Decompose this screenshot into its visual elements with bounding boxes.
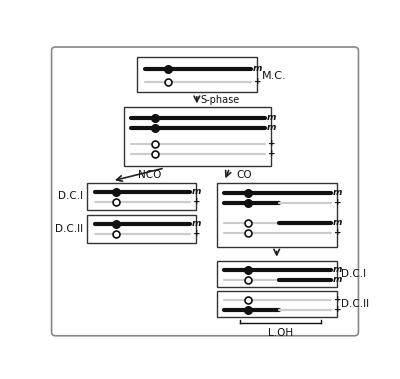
Bar bbox=[87, 215, 196, 243]
Bar bbox=[137, 57, 257, 92]
Text: m: m bbox=[267, 123, 276, 132]
Text: +: + bbox=[192, 197, 199, 206]
Text: +: + bbox=[333, 295, 340, 304]
Text: +: + bbox=[333, 305, 340, 314]
Text: +: + bbox=[333, 228, 340, 237]
Text: NCO: NCO bbox=[138, 170, 162, 180]
Text: m: m bbox=[333, 218, 342, 227]
Text: m: m bbox=[192, 187, 201, 196]
Text: +: + bbox=[192, 229, 199, 238]
Text: L.OH: L.OH bbox=[268, 328, 293, 338]
Text: m: m bbox=[192, 219, 201, 228]
Bar bbox=[124, 107, 271, 166]
Text: S-phase: S-phase bbox=[201, 95, 240, 105]
Text: M.C.: M.C. bbox=[262, 70, 287, 80]
Text: D.C.I: D.C.I bbox=[58, 191, 83, 201]
Bar bbox=[87, 183, 196, 210]
Text: +: + bbox=[267, 139, 274, 148]
Text: CO: CO bbox=[236, 170, 252, 180]
Bar bbox=[217, 183, 337, 247]
Text: m: m bbox=[333, 275, 342, 283]
Text: +: + bbox=[333, 198, 340, 207]
Text: D.C.I: D.C.I bbox=[341, 269, 366, 279]
Text: m: m bbox=[333, 188, 342, 197]
Text: D.C.II: D.C.II bbox=[341, 299, 369, 309]
Text: m: m bbox=[333, 265, 342, 274]
Text: +: + bbox=[253, 77, 260, 86]
Text: D.C.II: D.C.II bbox=[55, 224, 83, 234]
Text: m: m bbox=[253, 64, 262, 73]
Text: +: + bbox=[267, 149, 274, 158]
Bar bbox=[217, 291, 337, 317]
Bar bbox=[217, 261, 337, 287]
Text: m: m bbox=[267, 113, 276, 122]
